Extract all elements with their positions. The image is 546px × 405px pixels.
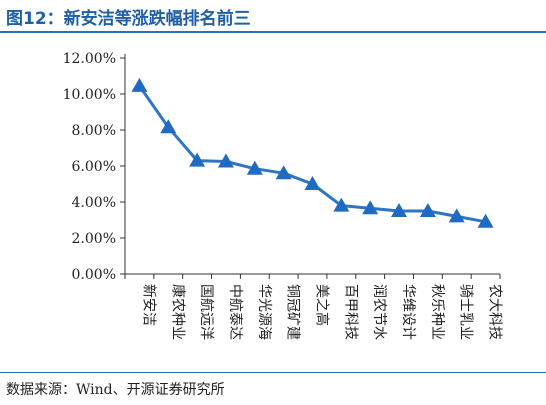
y-tick-label: 6.00% [72, 159, 116, 175]
chart-axes [124, 54, 500, 275]
chart-title: 图12：新安洁等涨跌幅排名前三 [6, 9, 251, 29]
data-point-marker [131, 77, 148, 92]
y-tick-label: 10.00% [63, 87, 116, 103]
series-markers [131, 77, 494, 228]
data-point-marker [217, 153, 234, 168]
x-tick-label: 新安洁 [140, 284, 156, 326]
x-tick-label: 秋乐种业 [429, 284, 445, 340]
data-point-marker [160, 119, 177, 134]
series-line [137, 84, 488, 224]
data-point-marker [419, 203, 436, 217]
x-tick-label: 铜冠矿建 [285, 284, 301, 340]
data-point-marker [304, 176, 321, 190]
x-tick-label: 农大科技 [487, 284, 503, 340]
y-tick-label: 8.00% [72, 123, 116, 139]
y-tick-label: 4.00% [72, 195, 116, 211]
x-tick-label: 润农节水 [371, 284, 387, 340]
x-axis-ticks: 新安洁 康农种业 国航远洋 中航泰达 华光源海 铜冠矿建 美之高 百甲科技 润农节水 华维设计 秋乐… [124, 274, 503, 340]
x-tick-label: 华维设计 [400, 284, 416, 340]
source-note: 数据来源：Wind、开源证券研究所 [6, 382, 225, 398]
data-point-marker [362, 200, 379, 215]
x-tick-label: 骑士乳业 [458, 284, 474, 340]
data-point-marker [246, 160, 263, 175]
data-point-marker [477, 213, 494, 228]
x-tick-label: 中航泰达 [227, 284, 243, 340]
series-polyline [137, 84, 488, 224]
source-rule [0, 372, 546, 373]
y-tick-label: 12.00% [63, 51, 116, 67]
data-point-marker [189, 152, 206, 167]
data-point-marker [333, 197, 350, 212]
x-tick-label: 国航远洋 [198, 284, 214, 340]
data-point-marker [391, 203, 408, 217]
x-tick-label: 华光源海 [256, 284, 272, 340]
y-tick-label: 0.00% [72, 267, 116, 283]
title-rule [0, 31, 546, 33]
y-tick-label: 2.00% [72, 231, 116, 247]
y-axis-ticks: 0.00% 2.00% 4.00% 6.00% 8.00% 10.00% 12.00% [63, 51, 125, 283]
x-tick-label: 美之高 [314, 284, 331, 326]
data-point-marker [448, 208, 465, 223]
x-tick-label: 百甲科技 [342, 284, 358, 340]
x-tick-label: 康农种业 [169, 284, 186, 340]
data-point-marker [275, 165, 292, 180]
